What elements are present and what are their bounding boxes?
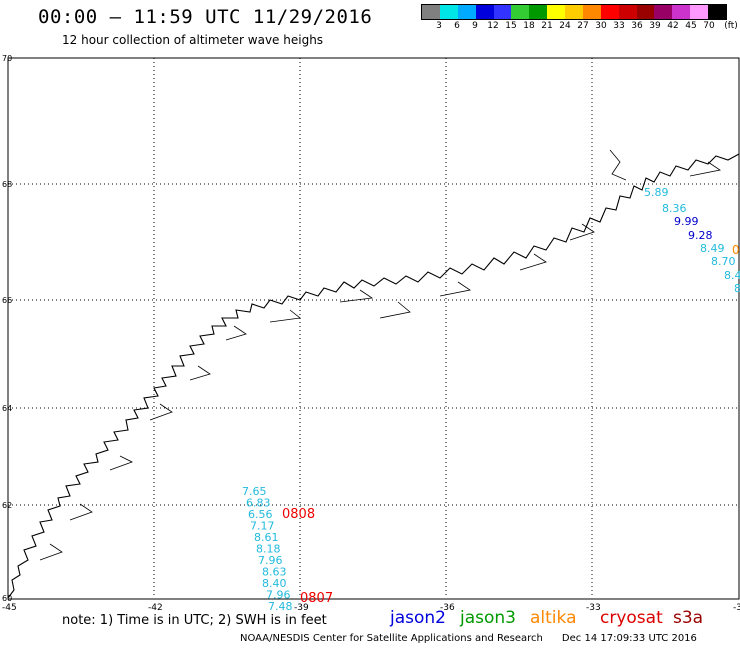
greenland-coastline <box>7 153 740 599</box>
swh-value-label: 8.36 <box>662 202 687 215</box>
swh-value-label: 8.63 <box>262 566 287 579</box>
swh-value-label: 8.4 <box>724 269 740 282</box>
map-title: 00:00 – 11:59 UTC 11/29/2016 <box>38 6 373 28</box>
swh-value-label: 8.49 <box>700 242 725 255</box>
time-label: 0808 <box>282 507 315 522</box>
swh-value-label: 7.17 <box>250 520 275 533</box>
color-swatch <box>672 5 691 19</box>
lat-tick-label: 70 <box>2 54 12 63</box>
lon-tick-label: -30 <box>733 603 740 613</box>
color-swatch <box>690 5 708 19</box>
lat-tick-label: 64 <box>2 404 12 413</box>
color-swatch <box>511 5 530 19</box>
color-scale-label: 21 <box>541 21 553 31</box>
swh-value-label: 8.70 <box>711 255 736 268</box>
coastline-fjords <box>39 149 722 561</box>
color-scale-label: 18 <box>523 21 535 31</box>
map-subtitle: 12 hour collection of altimeter wave hei… <box>62 33 324 47</box>
color-scale-label: 6 <box>454 21 460 31</box>
swh-value-label: 8.18 <box>256 543 281 556</box>
color-scale-label: 70 <box>703 21 715 31</box>
color-swatch <box>654 5 673 19</box>
color-scale-label: 9 <box>472 21 478 31</box>
map-frame <box>7 57 740 600</box>
color-scale-labels: 3 6 9 12 15 18 21 24 27 30 33 36 39 42 45 70 (ft) <box>421 21 739 35</box>
time-label: 0807 <box>300 591 333 606</box>
swh-value-label: 7.65 <box>242 485 267 498</box>
swh-value-label: 6.56 <box>248 508 273 521</box>
color-scale-label: 24 <box>559 21 571 31</box>
swh-value-label: 8 <box>734 282 740 295</box>
lon-tick-label: -45 <box>2 603 17 613</box>
swh-value-label: 9.99 <box>674 215 699 228</box>
swh-value-label: 8.40 <box>262 577 287 590</box>
color-scale-label: 30 <box>595 21 607 31</box>
swh-value-label: 7.96 <box>258 554 283 567</box>
legend-s3a: s3a <box>673 608 704 628</box>
color-swatch <box>422 5 440 19</box>
legend-altika: altika <box>530 608 577 628</box>
color-swatch <box>582 5 601 19</box>
lat-tick-label: 66 <box>2 296 12 305</box>
units-note: note: 1) Time is in UTC; 2) SWH is in fe… <box>62 613 327 628</box>
color-swatch <box>708 5 726 19</box>
legend-jason3: jason3 <box>460 608 516 628</box>
color-swatch <box>475 5 494 19</box>
lon-tick-label: -42 <box>148 603 163 613</box>
swh-value-label: 9.28 <box>688 229 713 242</box>
map-grid: 70 68 66 64 62 60-45 -42 -39 -36 -33 -30 <box>2 54 740 613</box>
color-swatch <box>493 5 512 19</box>
swh-value-label: 7.96 <box>266 589 291 602</box>
swh-value-label: 5.89 <box>644 186 669 199</box>
color-scale-label: 39 <box>649 21 661 31</box>
swh-value-label: 7.48 <box>268 600 293 613</box>
lat-tick-label: 68 <box>2 180 12 189</box>
color-scale-label: 12 <box>487 21 499 31</box>
lon-tick-label: -39 <box>294 603 309 613</box>
legend-cryosat: cryosat <box>600 608 663 628</box>
color-scale-label: 15 <box>505 21 517 31</box>
footer-credit: NOAA/NESDIS Center for Satellite Applica… <box>240 633 697 644</box>
lon-tick-label: -36 <box>440 603 455 613</box>
color-swatch <box>529 5 548 19</box>
color-scale-label: 3 <box>436 21 442 31</box>
color-scale-label: 33 <box>613 21 625 31</box>
color-scale-label: 45 <box>685 21 697 31</box>
color-swatch <box>565 5 583 19</box>
color-scale-label: (ft) <box>724 21 738 31</box>
color-swatch <box>618 5 637 19</box>
color-scale-label: 36 <box>631 21 643 31</box>
color-swatch <box>547 5 565 19</box>
swh-value-label: 6.83 <box>246 497 271 510</box>
lat-tick-label: 60 <box>2 594 12 603</box>
swh-value-label: 8.61 <box>254 531 279 544</box>
color-scale-label: 27 <box>577 21 589 31</box>
time-label: 0 <box>732 243 740 257</box>
legend-jason2: jason2 <box>390 608 446 628</box>
lat-tick-label: 62 <box>2 501 12 510</box>
color-swatch <box>600 5 619 19</box>
lon-tick-label: -33 <box>586 603 601 613</box>
color-scale-label: 42 <box>667 21 679 31</box>
color-swatch <box>636 5 655 19</box>
color-swatch <box>457 5 476 19</box>
color-swatch <box>439 5 458 19</box>
color-scale-bar <box>421 4 727 20</box>
